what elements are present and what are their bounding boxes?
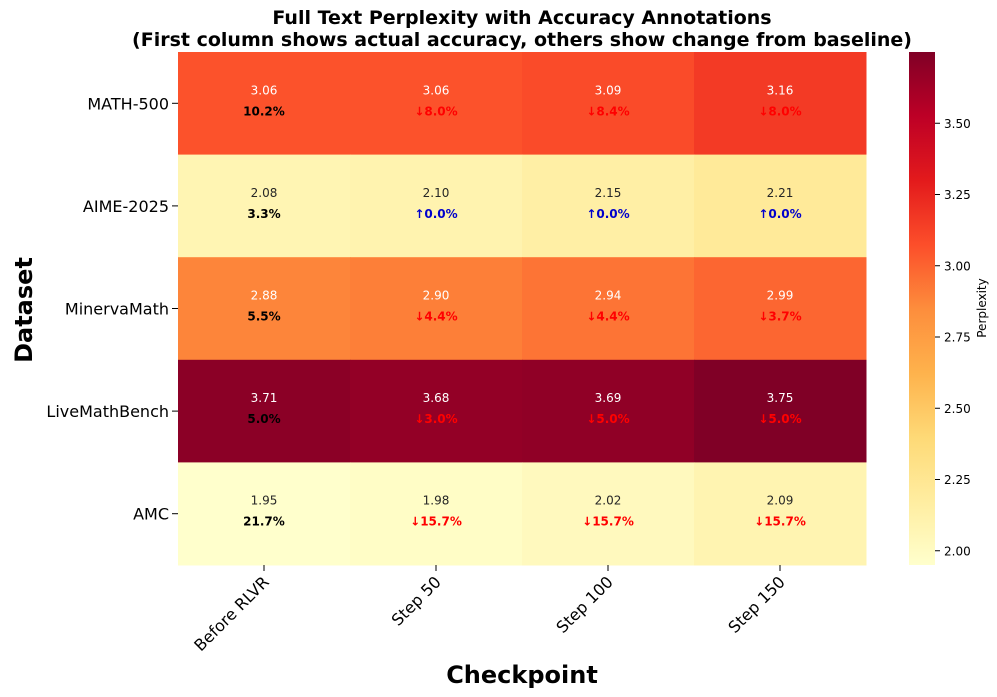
heatmap-cell xyxy=(350,154,523,258)
cell-accuracy-label: ↓15.7% xyxy=(410,515,462,529)
heatmap-cell xyxy=(178,359,351,463)
cell-accuracy-label: ↓8.0% xyxy=(414,104,457,118)
x-tick-label: Step 50 xyxy=(388,572,445,629)
x-axis-label: Checkpoint xyxy=(446,661,598,689)
x-tick-label: Before RLVR xyxy=(190,572,273,655)
heatmap-cell xyxy=(694,52,867,156)
colorbar-tick-label: 3.25 xyxy=(944,188,971,202)
colorbar-tick-label: 3.00 xyxy=(944,259,971,273)
y-tick-label: AIME-2025 xyxy=(83,197,169,216)
colorbar-label: Perplexity xyxy=(975,278,989,338)
cell-value-label: 3.06 xyxy=(423,83,450,97)
heatmap-cell xyxy=(178,154,351,258)
heatmap-cell xyxy=(522,154,695,258)
cell-accuracy-label: ↑0.0% xyxy=(414,207,457,221)
cell-accuracy-label: ↓5.0% xyxy=(758,412,801,426)
heatmap-cell xyxy=(350,462,523,566)
cell-accuracy-label: ↓4.4% xyxy=(586,310,629,324)
cell-accuracy-label: ↓5.0% xyxy=(586,412,629,426)
y-axis-label: Dataset xyxy=(10,257,38,363)
heatmap-cell xyxy=(694,154,867,258)
cell-accuracy-label: ↓3.0% xyxy=(414,412,457,426)
chart-subtitle: (First column shows actual accuracy, oth… xyxy=(132,29,912,51)
heatmap-cell xyxy=(522,52,695,156)
cell-value-label: 3.09 xyxy=(595,83,622,97)
x-tick-label: Step 150 xyxy=(724,572,788,636)
cell-value-label: 3.06 xyxy=(251,83,278,97)
cell-value-label: 2.94 xyxy=(595,289,622,303)
cell-value-label: 3.75 xyxy=(767,391,794,405)
heatmap-cell xyxy=(178,52,351,156)
cell-value-label: 2.10 xyxy=(423,186,450,200)
colorbar-tick-label: 2.75 xyxy=(944,331,971,345)
cell-value-label: 3.68 xyxy=(423,391,450,405)
colorbar: 2.00 2.25 2.50 2.75 3.00 3.25 3.50 Perplexity xyxy=(909,52,989,565)
cell-accuracy-label: 5.5% xyxy=(247,310,280,324)
heatmap-cell xyxy=(522,462,695,566)
cell-accuracy-label: 5.0% xyxy=(247,412,280,426)
cell-accuracy-label: 10.2% xyxy=(243,104,285,118)
y-tick-label: MinervaMath xyxy=(65,300,169,319)
cell-accuracy-label: ↓3.7% xyxy=(758,310,801,324)
cell-accuracy-label: 3.3% xyxy=(247,207,280,221)
x-tick-label: Step 100 xyxy=(552,572,616,636)
heatmap-cell xyxy=(350,52,523,156)
cell-value-label: 2.02 xyxy=(595,494,622,508)
cell-value-label: 3.69 xyxy=(595,391,622,405)
cell-value-label: 2.21 xyxy=(767,186,794,200)
cell-accuracy-label: ↓15.7% xyxy=(582,515,634,529)
heatmap-cell xyxy=(694,462,867,566)
cell-accuracy-label: ↓8.4% xyxy=(586,104,629,118)
cell-value-label: 2.09 xyxy=(767,494,794,508)
heatmap-cell xyxy=(178,257,351,361)
chart-title: Full Text Perplexity with Accuracy Annot… xyxy=(272,7,771,29)
colorbar-gradient xyxy=(909,52,935,565)
cell-accuracy-label: ↓4.4% xyxy=(414,310,457,324)
heatmap-cells: 3.06 10.2% 3.06 ↓8.0% 3.09 ↓8.4% 3.16 ↓8.0% 2.08… xyxy=(178,52,867,566)
y-tick-label: LiveMathBench xyxy=(46,402,169,421)
heatmap-cell xyxy=(350,359,523,463)
colorbar-tick-label: 2.00 xyxy=(944,544,971,558)
cell-accuracy-label: ↑0.0% xyxy=(758,207,801,221)
heatmap-cell xyxy=(350,257,523,361)
cell-value-label: 2.90 xyxy=(423,289,450,303)
cell-value-label: 2.88 xyxy=(251,289,278,303)
cell-accuracy-label: ↓15.7% xyxy=(754,515,806,529)
colorbar-tick-label: 3.50 xyxy=(944,117,971,131)
cell-value-label: 1.98 xyxy=(423,494,450,508)
heatmap-cell xyxy=(178,462,351,566)
heatmap-cell xyxy=(694,359,867,463)
heatmap-cell xyxy=(522,359,695,463)
colorbar-tick-label: 2.25 xyxy=(944,473,971,487)
cell-value-label: 3.16 xyxy=(767,83,794,97)
heatmap-cell xyxy=(694,257,867,361)
heatmap-cell xyxy=(522,257,695,361)
cell-value-label: 2.08 xyxy=(251,186,278,200)
cell-accuracy-label: 21.7% xyxy=(243,515,285,529)
colorbar-tick-label: 2.50 xyxy=(944,402,971,416)
cell-accuracy-label: ↑0.0% xyxy=(586,207,629,221)
cell-value-label: 1.95 xyxy=(251,494,278,508)
colorbar-ticks: 2.00 2.25 2.50 2.75 3.00 3.25 3.50 xyxy=(935,117,971,558)
y-tick-label: AMC xyxy=(133,505,169,524)
cell-value-label: 2.15 xyxy=(595,186,622,200)
cell-value-label: 3.71 xyxy=(251,391,278,405)
y-tick-label: MATH-500 xyxy=(87,94,169,113)
cell-value-label: 2.99 xyxy=(767,289,794,303)
cell-accuracy-label: ↓8.0% xyxy=(758,104,801,118)
